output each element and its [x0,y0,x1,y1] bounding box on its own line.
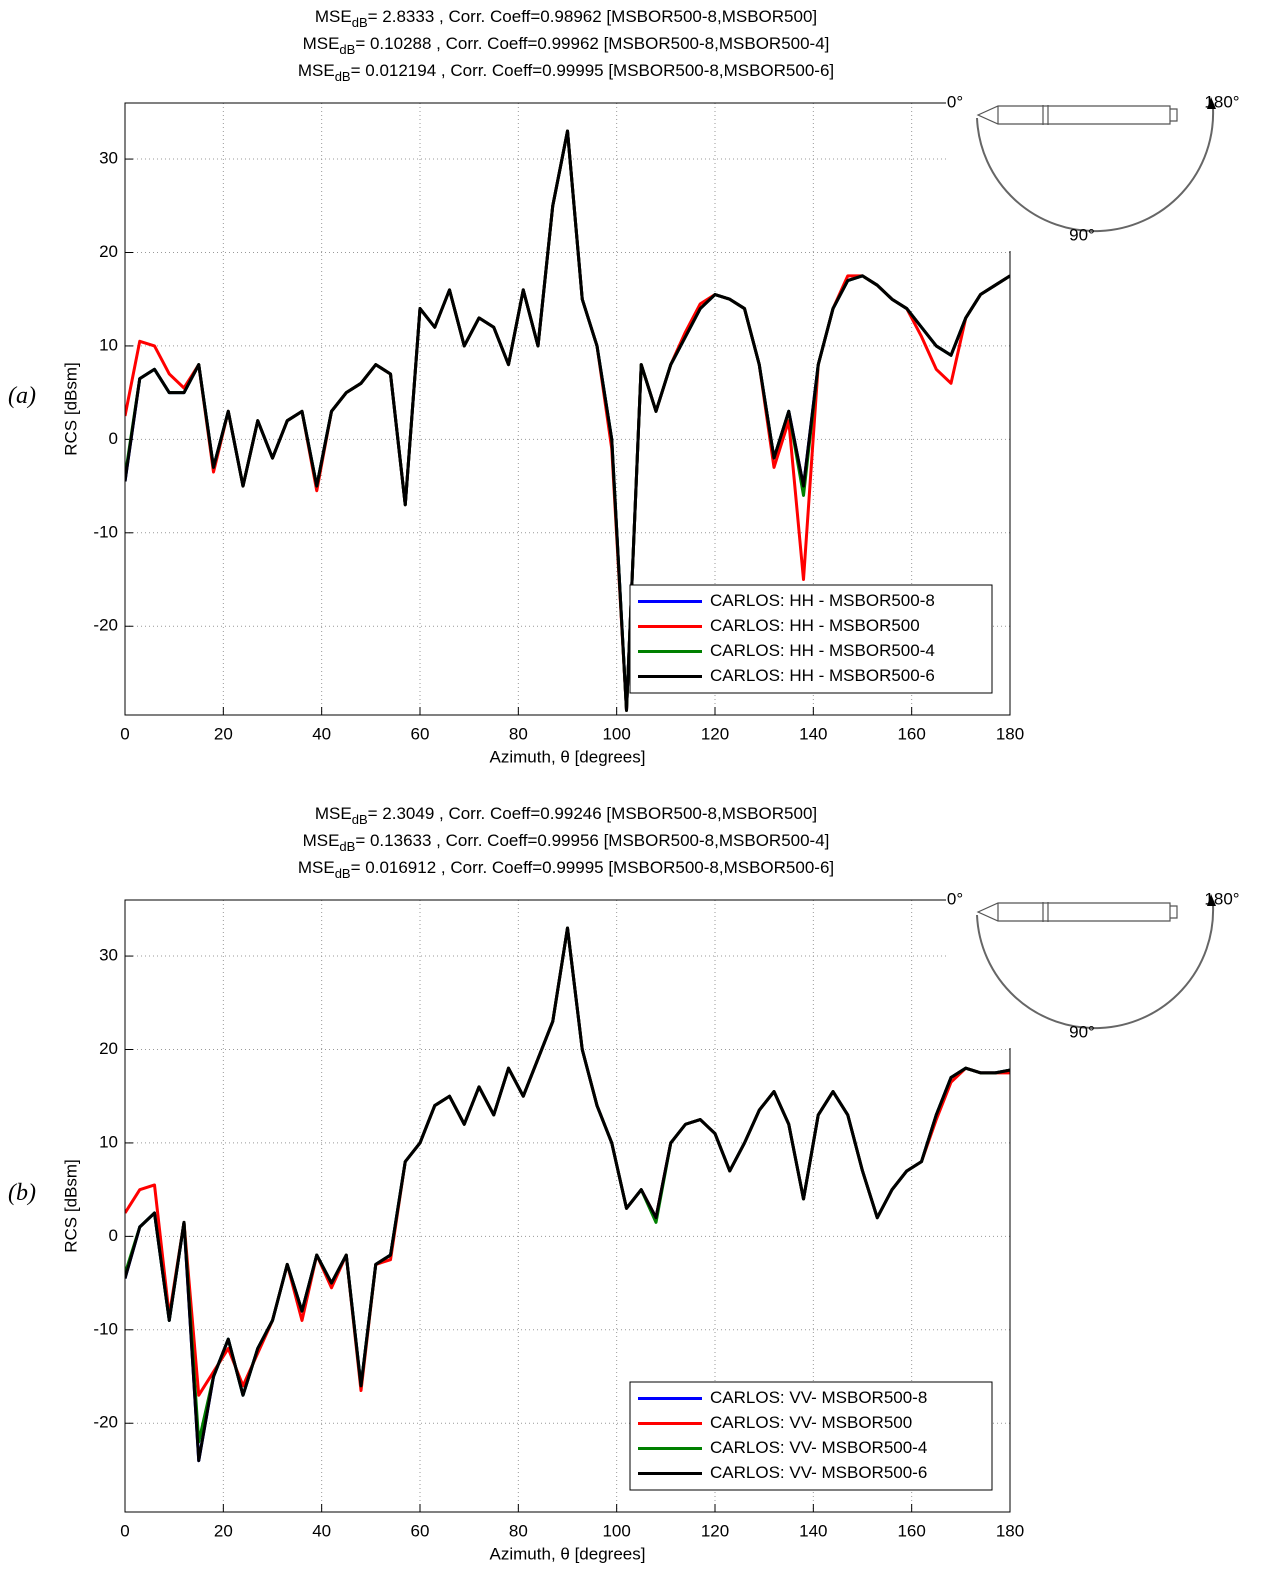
inset-label: 90° [1069,1022,1095,1041]
y-tick-label: 10 [99,335,118,354]
inset-arc [976,904,1215,1030]
x-tick-label: 60 [411,1521,430,1540]
title-rest: = 0.10288 , Corr. Coeff=0.99962 [MSBOR50… [355,34,829,53]
y-tick-label: 0 [109,1226,118,1245]
inset-arrow [1207,97,1216,109]
legend-label: CARLOS: VV- MSBOR500-6 [710,1463,927,1482]
inset-label: 0° [947,889,963,908]
legend-label: CARLOS: VV- MSBOR500-8 [710,1388,927,1407]
chart: MSEdB= 2.3049 , Corr. Coeff=0.99246 [MSB… [8,804,1256,1563]
x-tick-label: 40 [312,724,331,743]
title-main: MSE [315,804,352,823]
series-line [125,926,1010,1444]
inset-label: 180° [1204,889,1239,908]
legend: CARLOS: HH - MSBOR500-8 CARLOS: HH - MSBO… [629,584,993,694]
title-sub: dB [352,15,368,30]
panel-label: (a) [8,383,36,409]
y-tick-label: 20 [99,1039,118,1058]
x-tick-label: 120 [701,724,729,743]
inset-label: 0° [947,92,963,111]
title-rest: = 0.016912 , Corr. Coeff=0.99995 [MSBOR5… [351,858,835,877]
x-tick-label: 80 [509,1521,528,1540]
x-tick-label: 60 [411,724,430,743]
plot-lines [125,129,1010,712]
title-line: MSEdB= 0.10288 , Corr. Coeff=0.99962 [MS… [303,34,830,57]
axes-box [124,102,1011,716]
title-main: MSE [303,34,340,53]
y-axis-label: RCS [dBsm] [61,1159,80,1253]
y-tick-label: -10 [93,522,118,541]
axes-box [124,899,1011,1513]
y-tick-label: -20 [93,616,118,635]
legend-label: CARLOS: VV- MSBOR500-4 [710,1438,927,1457]
title-line: MSEdB= 2.3049 , Corr. Coeff=0.99246 [MSB… [315,804,817,827]
title-line: MSEdB= 0.016912 , Corr. Coeff=0.99995 [M… [298,858,834,881]
chart: MSEdB= 2.8333 , Corr. Coeff=0.98962 [MSB… [8,7,1256,766]
y-tick-label: 0 [109,429,118,448]
x-axis-label: Azimuth, θ [degrees] [490,1544,646,1563]
x-tick-label: 0 [120,724,129,743]
title-rest: = 0.13633 , Corr. Coeff=0.99956 [MSBOR50… [355,831,829,850]
y-axis-label: RCS [dBsm] [61,362,80,456]
title-sub: dB [339,839,355,854]
x-tick-label: 140 [799,1521,827,1540]
title-line: MSEdB= 0.012194 , Corr. Coeff=0.99995 [M… [298,61,834,84]
y-tick-label: 10 [99,1132,118,1151]
legend-label: CARLOS: HH - MSBOR500-6 [710,666,935,685]
y-tick-label: 30 [99,946,118,965]
title-rest: = 2.3049 , Corr. Coeff=0.99246 [MSBOR500… [368,804,818,823]
x-tick-label: 100 [602,724,630,743]
title-sub: dB [335,69,351,84]
inset-diagram: 0° 180° 90° [946,888,1256,1048]
x-tick-label: 20 [214,1521,233,1540]
title-line: MSEdB= 0.13633 , Corr. Coeff=0.99956 [MS… [303,831,830,854]
title-line: MSEdB= 2.8333 , Corr. Coeff=0.98962 [MSB… [315,7,817,30]
x-tick-label: 80 [509,724,528,743]
series-line [125,129,1010,712]
x-axis-label: Azimuth, θ [degrees] [490,747,646,766]
series-line [125,926,1010,1397]
x-tick-label: 100 [602,1521,630,1540]
title-sub: dB [339,42,355,57]
y-tick-label: -20 [93,1413,118,1432]
legend-label: CARLOS: VV- MSBOR500 [710,1413,912,1432]
title-main: MSE [298,858,335,877]
x-tick-label: 120 [701,1521,729,1540]
plot-lines [125,926,1010,1463]
inset-arrow [1207,894,1216,906]
x-tick-label: 140 [799,724,827,743]
panel-label: (b) [8,1180,36,1206]
x-tick-label: 180 [996,1521,1024,1540]
title-rest: = 2.8333 , Corr. Coeff=0.98962 [MSBOR500… [368,7,818,26]
series-line [125,926,1010,1463]
x-tick-label: 20 [214,724,233,743]
x-tick-label: 0 [120,1521,129,1540]
y-tick-label: 20 [99,242,118,261]
title-rest: = 0.012194 , Corr. Coeff=0.99995 [MSBOR5… [351,61,835,80]
inset-missile [976,902,1178,922]
y-tick-label: -10 [93,1319,118,1338]
title-main: MSE [303,831,340,850]
series-line [125,926,1010,1463]
title-main: MSE [298,61,335,80]
inset-label: 90° [1069,225,1095,244]
inset-missile [976,105,1178,125]
legend-label: CARLOS: HH - MSBOR500-8 [710,591,935,610]
inset-diagram: 0° 180° 90° [946,91,1256,251]
legend-label: CARLOS: HH - MSBOR500-4 [710,641,935,660]
inset-label: 180° [1204,92,1239,111]
x-tick-label: 40 [312,1521,331,1540]
x-tick-label: 160 [897,1521,925,1540]
x-tick-label: 180 [996,724,1024,743]
title-sub: dB [335,866,351,881]
x-tick-label: 160 [897,724,925,743]
y-tick-label: 30 [99,149,118,168]
legend: CARLOS: VV- MSBOR500-8 CARLOS: VV- MSBOR5… [629,1381,993,1491]
title-main: MSE [315,7,352,26]
inset-arc [976,107,1215,233]
title-sub: dB [352,812,368,827]
legend-label: CARLOS: HH - MSBOR500 [710,616,920,635]
